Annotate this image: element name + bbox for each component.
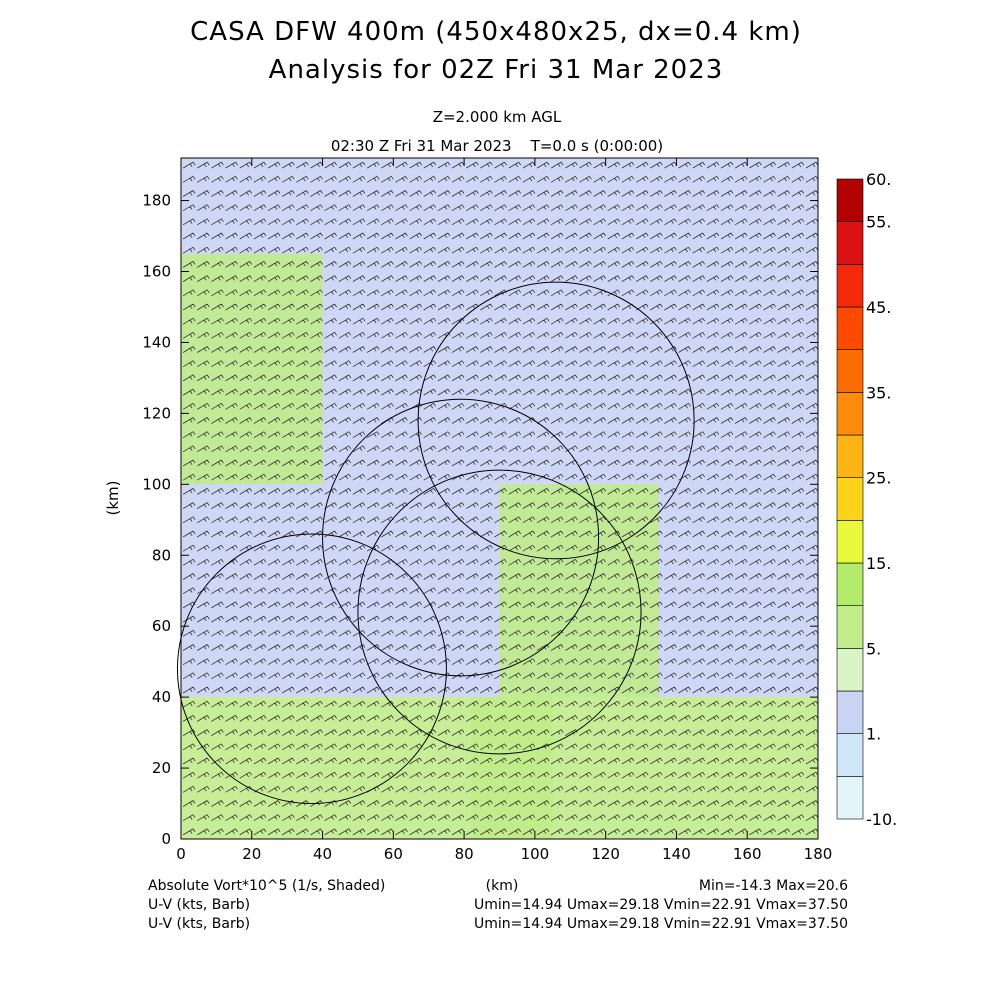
shaded-region bbox=[499, 484, 659, 698]
colorbar-label: -10. bbox=[866, 810, 897, 829]
level-subtitle: Z=2.000 km AGL bbox=[433, 108, 562, 126]
colorbar-swatch bbox=[836, 648, 864, 692]
colorbar-label: 35. bbox=[866, 383, 891, 402]
x-tick-label: 80 bbox=[455, 845, 474, 863]
colorbar-swatch bbox=[836, 562, 864, 606]
radar-range-ring bbox=[417, 281, 695, 560]
x-tick-label: 0 bbox=[176, 845, 186, 863]
x-axis-label: (km) bbox=[486, 878, 519, 894]
y-tick-label: 40 bbox=[152, 688, 171, 706]
chart-title-line-2: Analysis for 02Z Fri 31 Mar 2023 bbox=[269, 55, 724, 85]
footer-uv-range-1: Umin=14.94 Umax=29.18 Vmin=22.91 Vmax=37… bbox=[474, 897, 848, 913]
y-tick-label: 100 bbox=[142, 475, 171, 493]
y-tick-label: 160 bbox=[142, 263, 171, 281]
colorbar-label: 25. bbox=[866, 469, 891, 488]
x-tick-label: 120 bbox=[591, 845, 620, 863]
colorbar-swatch bbox=[836, 221, 864, 265]
colorbar-swatch bbox=[836, 349, 864, 393]
y-axis-label: (km) bbox=[104, 480, 122, 515]
footer-field-label: Absolute Vort*10^5 (1/s, Shaded) bbox=[148, 878, 385, 894]
colorbar-label: 60. bbox=[866, 170, 891, 189]
shaded-region bbox=[181, 697, 818, 839]
x-tick-label: 160 bbox=[733, 845, 762, 863]
footer-vector-label-2: U-V (kts, Barb) bbox=[148, 916, 250, 932]
colorbar-swatch bbox=[836, 690, 864, 734]
wind-barb bbox=[182, 161, 819, 836]
radar-range-ring bbox=[176, 533, 447, 805]
shaded-region bbox=[181, 253, 323, 485]
plot-area bbox=[176, 158, 819, 839]
colorbar-swatch bbox=[836, 178, 864, 222]
footer-vector-label-1: U-V (kts, Barb) bbox=[148, 897, 250, 913]
colorbar-swatch bbox=[836, 392, 864, 436]
wind-barbs bbox=[182, 161, 819, 836]
y-tick-label: 140 bbox=[142, 333, 171, 351]
colorbar-swatch bbox=[836, 605, 864, 649]
y-tick-label: 60 bbox=[152, 617, 171, 635]
colorbar-swatch bbox=[836, 264, 864, 308]
y-tick-label: 20 bbox=[152, 759, 171, 777]
plot-frame bbox=[180, 157, 819, 840]
colorbar-label: 15. bbox=[866, 554, 891, 573]
radar-range-ring bbox=[322, 398, 600, 677]
y-tick-label: 120 bbox=[142, 404, 171, 422]
colorbar: 60. 55. 45. 35. 25. 15. 5. 1. -10. bbox=[836, 170, 897, 829]
x-tick-label: 100 bbox=[521, 845, 550, 863]
x-tick-label: 60 bbox=[384, 845, 403, 863]
axes: 0 20 40 60 80 100 120 140 160 180 0 20 40 60 80 100 120 1… bbox=[142, 157, 833, 863]
colorbar-swatch bbox=[836, 733, 864, 777]
radar-range-ring bbox=[357, 469, 642, 755]
y-tick-label: 80 bbox=[152, 546, 171, 564]
colorbar-label: 55. bbox=[866, 213, 891, 232]
colorbar-swatch bbox=[836, 306, 864, 350]
x-tick-label: 40 bbox=[313, 845, 332, 863]
x-tick-label: 140 bbox=[662, 845, 691, 863]
chart-title-line-1: CASA DFW 400m (450x480x25, dx=0.4 km) bbox=[190, 17, 802, 47]
y-tick-label: 180 bbox=[142, 192, 171, 210]
colorbar-label: 45. bbox=[866, 298, 891, 317]
x-tick-label: 180 bbox=[804, 845, 833, 863]
colorbar-swatch bbox=[836, 520, 864, 564]
colorbar-label: 5. bbox=[866, 639, 881, 658]
time-subtitle: 02:30 Z Fri 31 Mar 2023 T=0.0 s (0:00:00… bbox=[331, 137, 663, 155]
colorbar-label: 1. bbox=[866, 725, 881, 744]
y-tick-label: 0 bbox=[161, 830, 171, 848]
x-tick-label: 20 bbox=[242, 845, 261, 863]
footer-uv-range-2: Umin=14.94 Umax=29.18 Vmin=22.91 Vmax=37… bbox=[474, 916, 848, 932]
colorbar-swatch bbox=[836, 776, 864, 820]
footer-min-max: Min=-14.3 Max=20.6 bbox=[699, 878, 848, 894]
colorbar-swatch bbox=[836, 434, 864, 478]
colorbar-swatch bbox=[836, 477, 864, 521]
